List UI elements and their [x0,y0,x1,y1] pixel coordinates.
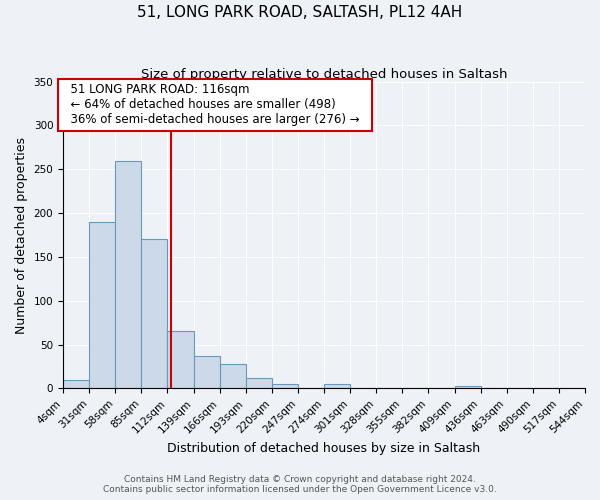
Bar [272,384,298,388]
Bar [324,384,350,388]
X-axis label: Distribution of detached houses by size in Saltash: Distribution of detached houses by size … [167,442,481,455]
Text: Contains HM Land Registry data © Crown copyright and database right 2024.
Contai: Contains HM Land Registry data © Crown c… [103,474,497,494]
Bar [220,364,246,388]
Bar [63,380,89,388]
Bar [246,378,272,388]
Text: 51 LONG PARK ROAD: 116sqm  
  ← 64% of detached houses are smaller (498)  
  36%: 51 LONG PARK ROAD: 116sqm ← 64% of detac… [63,84,367,126]
Text: 51, LONG PARK ROAD, SALTASH, PL12 4AH: 51, LONG PARK ROAD, SALTASH, PL12 4AH [137,5,463,20]
Bar [142,240,167,388]
Y-axis label: Number of detached properties: Number of detached properties [15,136,28,334]
Bar [167,332,194,388]
Bar [89,222,115,388]
Bar [194,356,220,388]
Title: Size of property relative to detached houses in Saltash: Size of property relative to detached ho… [141,68,507,80]
Bar [455,386,481,388]
Bar [115,160,142,388]
